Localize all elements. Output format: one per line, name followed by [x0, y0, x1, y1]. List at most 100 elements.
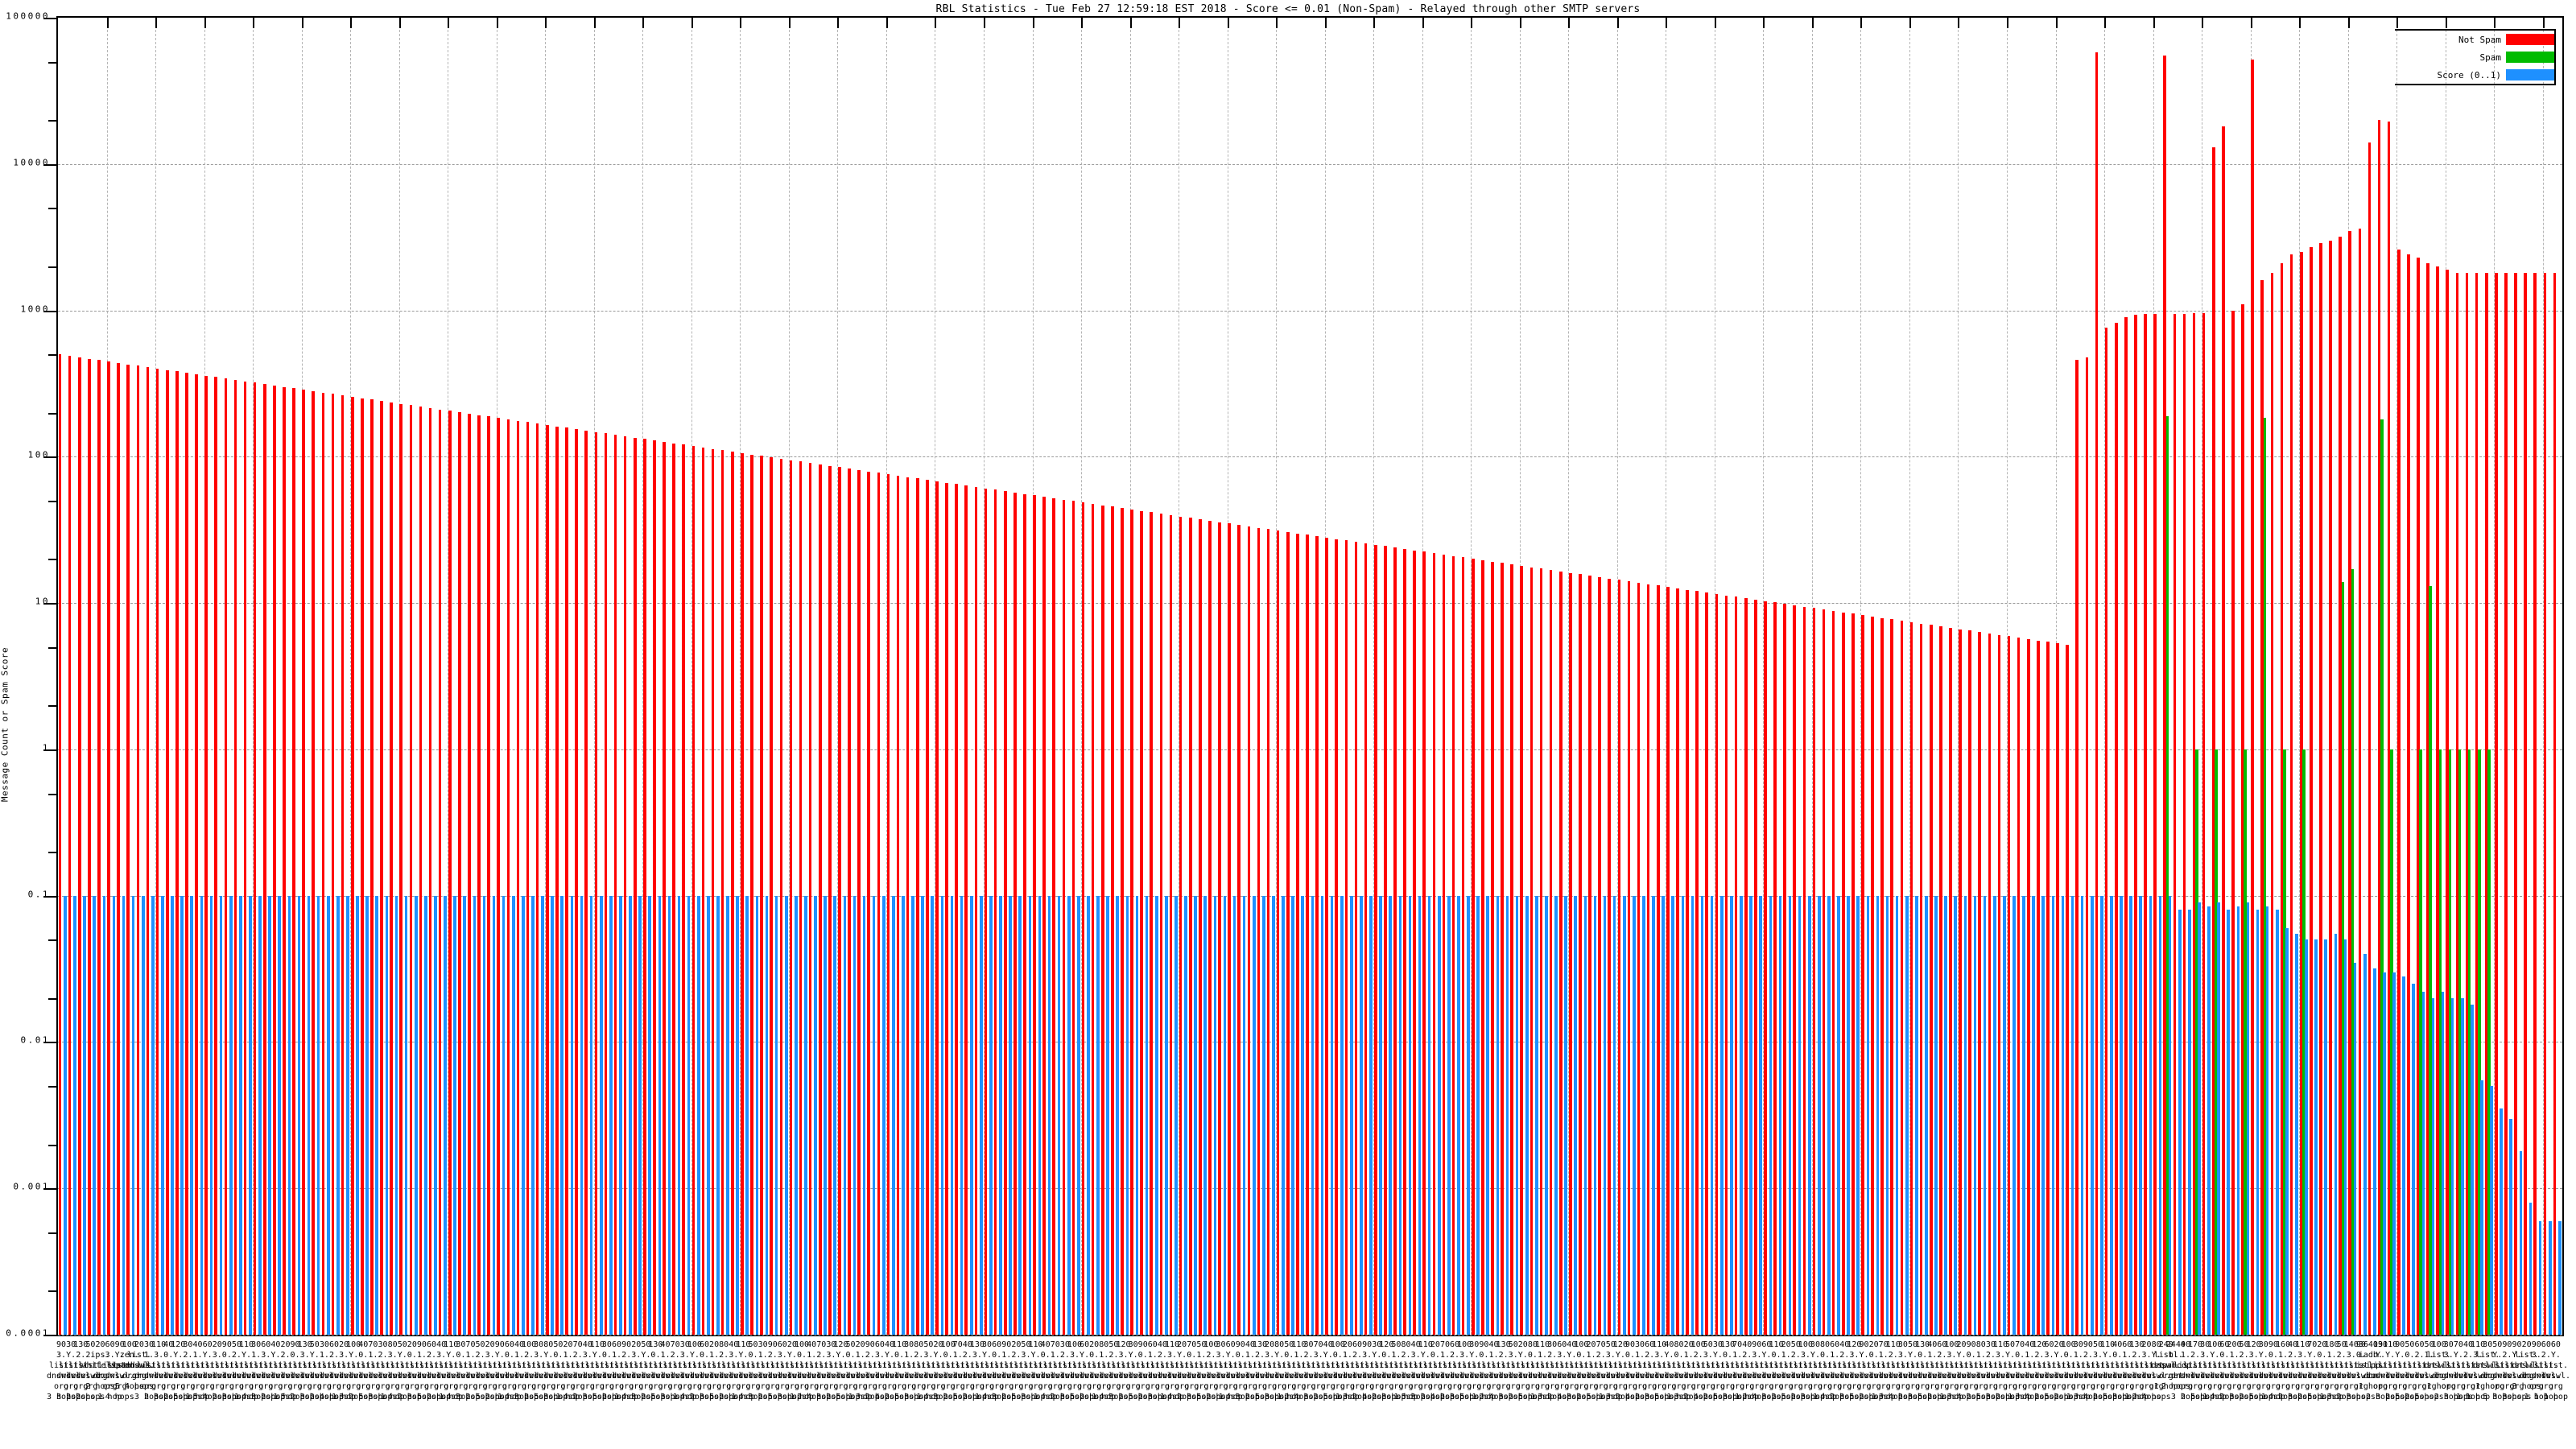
x-axis-label-line: 90 — [1137, 1340, 1148, 1349]
x-axis-label-line: dnswl. — [1771, 1372, 1801, 1381]
x-axis-label-line: 0. — [2063, 1351, 2074, 1360]
x-axis-label-line: list. — [536, 1361, 561, 1370]
x-axis-label-line: list. — [2173, 1361, 2198, 1370]
gridline-horizontal — [58, 163, 2562, 165]
bar-not-spam — [974, 486, 978, 1335]
x-axis-label-line: 4 hops — [2083, 1393, 2113, 1402]
x-axis-label-line: 2 hops — [76, 1393, 105, 1402]
bar-score — [1759, 895, 1763, 1335]
x-axis-label-line: list. — [770, 1361, 795, 1370]
x-axis-label-line: 80 — [1820, 1340, 1831, 1349]
x-axis-label: 100 Y. list. dnswl. org 4 hops — [676, 1340, 713, 1402]
x-axis-label-line: org — [2227, 1382, 2242, 1391]
x-axis-label-line: 70 — [1439, 1340, 1450, 1349]
x-axis-label-line: dnswl. — [2414, 1372, 2444, 1381]
bar-score — [1710, 895, 1714, 1335]
x-axis-label-line: dnswl. — [1021, 1372, 1051, 1381]
gridline-vertical — [1958, 18, 1959, 1335]
x-axis-label-line: 70 — [952, 1340, 963, 1349]
x-tick-top — [691, 17, 693, 28]
x-axis-label-line: dnswl. — [1654, 1372, 1684, 1381]
x-axis-label-line: list. — [906, 1361, 931, 1370]
x-axis-label-line: 1. — [143, 1351, 154, 1360]
x-axis-label-line: dnswl. — [2424, 1361, 2454, 1370]
x-axis-label-line: 60 — [1080, 1340, 1090, 1349]
x-axis-label-line: dnswl. — [1030, 1372, 1060, 1381]
x-axis-label-line: 2 hops — [2161, 1382, 2190, 1391]
x-axis-label-line: 2. — [719, 1351, 729, 1360]
x-axis-label-line: 1 hop — [614, 1393, 639, 1402]
x-axis-label: 30 Y. list. dnswl. org 4 hops — [1358, 1340, 1395, 1402]
x-axis-label-line: dnswl. — [1225, 1372, 1255, 1381]
x-axis-label-line: 3 hops — [1342, 1393, 1373, 1402]
bar-score — [1593, 895, 1597, 1335]
x-tick-top — [837, 17, 840, 28]
bar-not-spam — [730, 452, 734, 1335]
x-axis-label-line: list. — [614, 1361, 639, 1370]
x-axis-label-line: 2. — [621, 1351, 632, 1360]
x-axis-label-line: dnswl. — [309, 1372, 339, 1381]
x-axis-label: 36409 iadb. isipp. com 1 hop — [2352, 1340, 2389, 1392]
x-axis-label-line: list. — [166, 1361, 191, 1370]
bar-not-spam — [58, 354, 62, 1335]
bar-score — [316, 895, 320, 1335]
x-axis-label-line: org — [969, 1382, 985, 1391]
bar-not-spam — [2396, 250, 2401, 1335]
x-axis-label-line: org — [1671, 1382, 1686, 1391]
x-axis-label-line: list. — [2202, 1361, 2227, 1370]
bar-score — [492, 895, 496, 1335]
bar-not-spam — [926, 480, 929, 1335]
x-axis-label-line: dnswl. — [1245, 1372, 1275, 1381]
x-axis-label: 200 1. list. dnswl. org 2 hops — [2215, 1340, 2252, 1402]
x-axis-label-line: list. — [779, 1361, 804, 1370]
x-axis-label-line: org — [921, 1382, 936, 1391]
x-axis-label-line: org — [1389, 1382, 1404, 1391]
bar-not-spam — [964, 485, 968, 1335]
bar-not-spam — [97, 360, 101, 1335]
x-axis-label-line: dnswl. — [2229, 1372, 2259, 1381]
bar-score — [336, 895, 340, 1335]
bar-not-spam — [526, 422, 530, 1335]
x-axis-label: 60 0. list. dnswl. org 4 hops — [2206, 1340, 2243, 1402]
x-axis-label-line: 4 hops — [319, 1393, 349, 1402]
x-axis-label-line: org — [365, 1382, 381, 1391]
x-axis-label-line: 2 hops — [601, 1393, 632, 1402]
x-axis-label-line: 1. — [2025, 1351, 2035, 1360]
bar-score — [2548, 1220, 2552, 1335]
x-axis-label-line: org — [2548, 1382, 2563, 1391]
x-axis-label: 130 0. list. dnswl. org 3 hops — [1904, 1340, 1941, 1402]
x-axis-label-line: 130 — [2373, 1340, 2388, 1349]
bar-spam — [2419, 749, 2422, 1335]
x-axis-label: 140 3. list. dnswl. org 2 hops — [2333, 1340, 2370, 1402]
x-axis-label-line: 5 hops — [836, 1393, 865, 1402]
x-axis-label-line: 5 hops — [173, 1393, 203, 1402]
bar-score — [511, 895, 515, 1335]
x-axis-label: 40 2. list. dnswl. org 1 hop — [2450, 1340, 2487, 1402]
x-axis-label-line: 3 hops — [514, 1393, 544, 1402]
x-axis-label-line: list. — [2495, 1361, 2520, 1370]
x-axis-label-line: 120 — [171, 1340, 186, 1349]
bar-not-spam — [1861, 615, 1864, 1335]
bar-score — [1125, 895, 1129, 1335]
x-axis-label-line: Y. — [1859, 1351, 1869, 1360]
bar-score — [2120, 895, 2123, 1335]
x-axis-label: 60 2. list. dnswl. org 4 hops — [316, 1340, 353, 1402]
x-axis-label-line: 0. — [1332, 1351, 1343, 1360]
y-tick-label: 0.01 — [20, 1034, 50, 1046]
x-axis-label-line: org — [1895, 1382, 1910, 1391]
x-axis-label-line: org — [1125, 1382, 1141, 1391]
x-axis-label: 20 2. list. dnswl. org 1 hop — [266, 1340, 303, 1402]
x-axis-label-line: dnswl. — [2268, 1372, 2298, 1381]
x-tick-top — [253, 17, 255, 28]
x-axis-label-line: dnswl. — [1439, 1372, 1470, 1381]
x-axis-label-line: 3. — [339, 1351, 349, 1360]
x-axis-label-line: list. — [2514, 1351, 2539, 1360]
bar-score — [2363, 954, 2367, 1335]
bar-not-spam — [1617, 580, 1621, 1335]
x-axis-label-line: 2440 — [2165, 1340, 2186, 1349]
bar-not-spam — [1218, 522, 1221, 1335]
x-axis-label-line: list. — [945, 1361, 970, 1370]
x-axis-label-line: org — [1847, 1382, 1862, 1391]
x-axis-label-line: 2 hops — [2180, 1393, 2211, 1402]
x-axis-label: 130 3. list. dnswl. org 2 hops — [959, 1340, 996, 1402]
